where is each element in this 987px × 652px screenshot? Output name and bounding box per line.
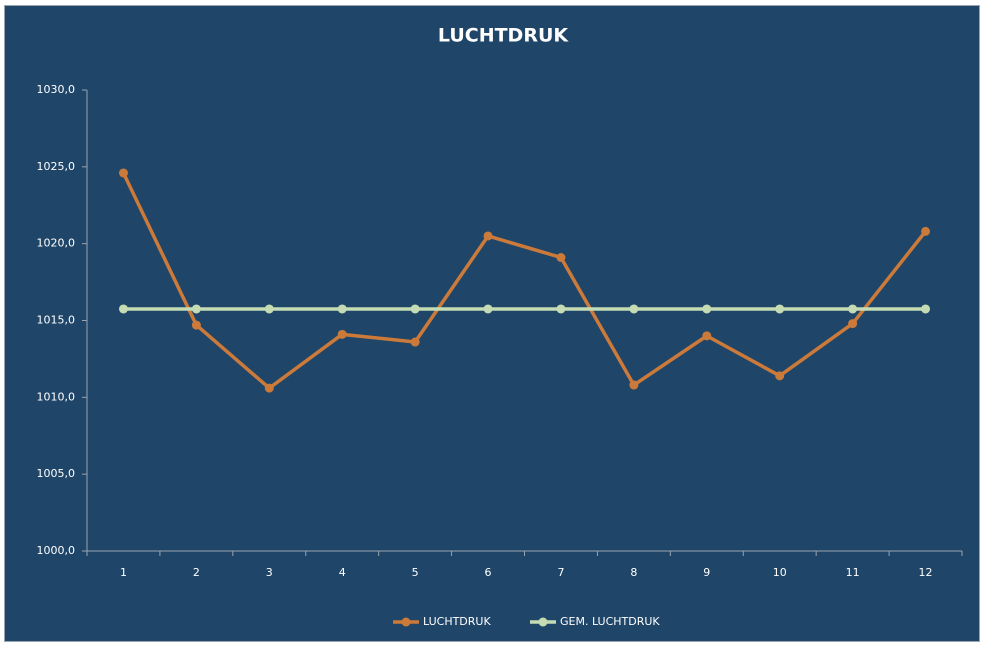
y-tick-label: 1030,0 xyxy=(37,83,76,96)
series-line xyxy=(121,172,927,390)
data-point xyxy=(702,331,712,341)
data-point xyxy=(921,304,931,314)
x-tick-label: 4 xyxy=(339,566,346,579)
y-tick-label: 1025,0 xyxy=(37,160,76,173)
x-tick-label: 10 xyxy=(773,566,787,579)
data-point xyxy=(264,383,274,393)
x-tick-label: 5 xyxy=(412,566,419,579)
data-point xyxy=(118,168,128,178)
legend-marker xyxy=(538,617,548,627)
chart-title: LUCHTDRUK xyxy=(438,25,569,47)
y-tick-label: 1010,0 xyxy=(37,390,76,403)
data-point xyxy=(556,304,566,314)
data-point xyxy=(629,304,639,314)
y-tick-label: 1015,0 xyxy=(37,314,76,327)
data-point xyxy=(848,304,858,314)
data-point xyxy=(775,371,785,381)
data-point xyxy=(410,337,420,347)
data-point xyxy=(921,226,931,236)
data-point xyxy=(848,319,858,329)
x-tick-label: 11 xyxy=(846,566,860,579)
data-point xyxy=(191,320,201,330)
x-tick-label: 7 xyxy=(557,566,564,579)
data-point xyxy=(264,304,274,314)
x-tick-label: 8 xyxy=(630,566,637,579)
data-point xyxy=(629,380,639,390)
x-tick-label: 9 xyxy=(703,566,710,579)
x-tick-label: 2 xyxy=(193,566,200,579)
data-point xyxy=(775,304,785,314)
y-tick-label: 1020,0 xyxy=(37,237,76,250)
chart-background xyxy=(4,5,980,642)
data-point xyxy=(337,329,347,339)
data-point xyxy=(118,304,128,314)
data-point xyxy=(556,252,566,262)
data-point xyxy=(483,304,493,314)
x-tick-label: 12 xyxy=(919,566,933,579)
data-point xyxy=(410,304,420,314)
data-point xyxy=(702,304,712,314)
data-point xyxy=(191,304,201,314)
legend-marker xyxy=(401,617,411,627)
data-point xyxy=(337,304,347,314)
x-tick-label: 6 xyxy=(485,566,492,579)
x-tick-label: 3 xyxy=(266,566,273,579)
x-tick-label: 1 xyxy=(120,566,127,579)
y-tick-label: 1005,0 xyxy=(37,467,76,480)
data-point xyxy=(483,231,493,241)
legend-label: LUCHTDRUK xyxy=(423,615,491,628)
y-tick-label: 1000,0 xyxy=(37,544,76,557)
legend-label: GEM. LUCHTDRUK xyxy=(560,615,660,628)
